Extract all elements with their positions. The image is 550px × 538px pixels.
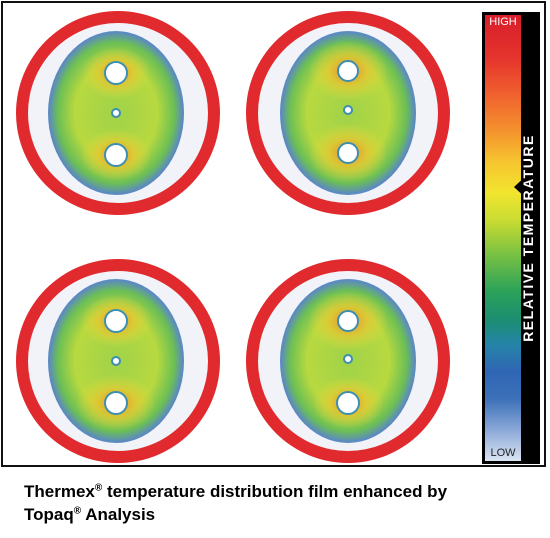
caption-line2-suffix: Analysis (81, 505, 156, 524)
center-hole (343, 354, 353, 364)
caption-line1-suffix: temperature distribution film enhanced b… (102, 482, 448, 501)
bolt-hole (337, 60, 359, 82)
pad-top-right (246, 11, 450, 215)
scale-axis-label: RELATIVE TEMPERATURE (520, 134, 536, 342)
bolt-hole (337, 142, 359, 164)
caption-line1-prefix: Thermex (24, 482, 95, 501)
bolt-hole (104, 309, 128, 333)
temperature-scale: HIGH LOW RELATIVE TEMPERATURE (482, 12, 540, 464)
registered-mark: ® (94, 482, 103, 494)
bolt-hole (104, 391, 128, 415)
scale-low-label: LOW (490, 447, 516, 459)
bolt-hole (104, 61, 128, 85)
pad-top-left (16, 11, 220, 215)
bolt-hole (336, 391, 360, 415)
thermal-pads-image (16, 11, 450, 463)
center-hole (111, 108, 121, 118)
center-hole (343, 105, 353, 115)
center-hole (111, 356, 121, 366)
figure-caption: Thermex® temperature distribution film e… (24, 480, 534, 526)
pad-bottom-right (246, 259, 450, 463)
scale-high-label: HIGH (489, 16, 517, 28)
bolt-hole (104, 143, 128, 167)
pad-bottom-left (16, 259, 220, 463)
caption-line2-prefix: Topaq (24, 505, 74, 524)
scale-pointer-icon (514, 174, 528, 200)
scale-gradient (485, 15, 521, 461)
thermal-figure-frame: HIGH LOW RELATIVE TEMPERATURE (1, 1, 546, 467)
registered-mark: ® (73, 505, 82, 517)
bolt-hole (337, 310, 359, 332)
